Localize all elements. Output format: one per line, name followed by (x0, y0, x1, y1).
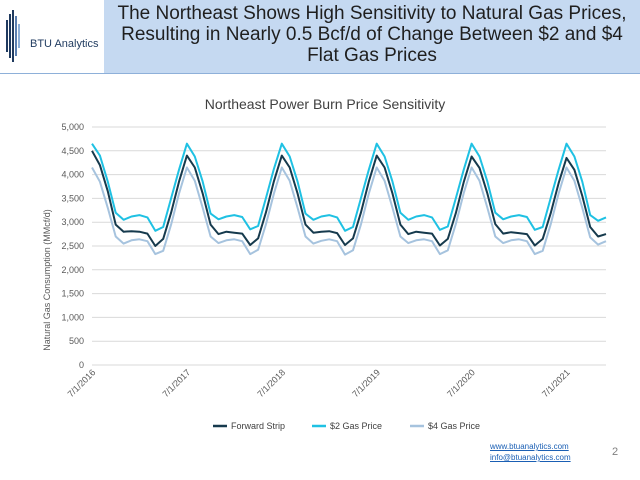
x-tick-label: 7/1/2021 (540, 367, 572, 399)
y-tick-label: 1,000 (61, 312, 84, 322)
x-tick-label: 7/1/2019 (350, 367, 382, 399)
y-axis-label: Natural Gas Consumption (MMcf/d) (42, 209, 52, 351)
logo-text: BTU Analytics (30, 38, 99, 50)
page-number: 2 (612, 446, 619, 458)
power-burn-line-chart: Northeast Power Burn Price Sensitivity N… (42, 96, 607, 431)
legend-label-forward-strip: Forward Strip (231, 421, 285, 431)
x-axis-ticks: 7/1/2016 7/1/2017 7/1/2018 7/1/2019 7/1/2020… (66, 367, 572, 399)
y-tick-label: 3,000 (61, 217, 84, 227)
legend-label-four-dollar-gas-price: $4 Gas Price (428, 421, 480, 431)
y-tick-label: 0 (79, 360, 84, 370)
footer-links: www.btuanalytics.com info@btuanalytics.c… (490, 441, 571, 463)
logo-bars-icon (6, 10, 20, 62)
series-line-forward-strip (91, 150, 607, 247)
y-tick-label: 2,500 (61, 241, 84, 251)
y-tick-label: 4,000 (61, 170, 84, 180)
y-tick-label: 5,000 (61, 122, 84, 132)
y-tick-label: 3,500 (61, 193, 84, 203)
y-tick-label: 1,500 (61, 289, 84, 299)
email-link[interactable]: info@btuanalytics.com (490, 453, 571, 462)
x-tick-label: 7/1/2020 (445, 367, 477, 399)
gridlines (92, 126, 606, 366)
y-tick-label: 4,500 (61, 146, 84, 156)
series-line-two-dollar-gas-price (91, 142, 607, 232)
x-tick-label: 7/1/2016 (66, 367, 98, 399)
series-line-four-dollar-gas-price (91, 166, 607, 256)
legend: Forward Strip $2 Gas Price $4 Gas Price (213, 421, 480, 431)
y-axis-ticks: 0 500 1,000 1,500 2,000 2,500 3,000 3,500 4,000 4… (61, 122, 84, 370)
y-tick-label: 2,000 (61, 265, 84, 275)
legend-label-two-dollar-gas-price: $2 Gas Price (330, 421, 382, 431)
website-link[interactable]: www.btuanalytics.com (490, 442, 569, 451)
y-tick-label: 500 (69, 336, 84, 346)
slide-title: The Northeast Shows High Sensitivity to … (117, 3, 627, 66)
slide-header: BTU Analytics The Northeast Shows High S… (0, 0, 640, 74)
logo: BTU Analytics (0, 0, 104, 73)
x-tick-label: 7/1/2018 (255, 367, 287, 399)
series-lines (91, 142, 607, 256)
x-tick-label: 7/1/2017 (160, 367, 192, 399)
chart-title: Northeast Power Burn Price Sensitivity (205, 96, 445, 112)
